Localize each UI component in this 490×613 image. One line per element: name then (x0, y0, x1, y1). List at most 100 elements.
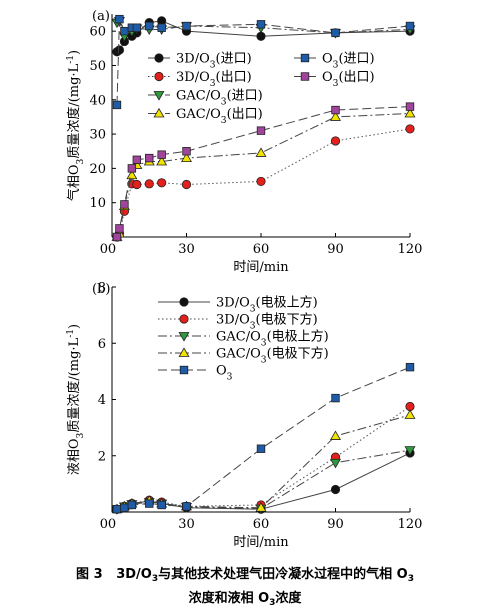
legend-item: GAC/O3(电极下方) (158, 346, 329, 366)
caption-subscript: 3 (151, 574, 159, 584)
chart-panel-b: 0 30 60 90 120 2 4 6 8 0 (b) 时间/min 液相O3质量浓度/(mg·L-1… (66, 281, 422, 551)
data-point (330, 136, 341, 146)
y-tick-label: 4 (98, 393, 106, 408)
legend-item: 3D/O3(电极下方) (158, 312, 318, 332)
figure-canvas: 0 30 60 90 1201020304050600(a)时间/min气相O3质量浓度… (66, 9, 422, 551)
legend-label: 3D/O3(进口) (176, 52, 252, 71)
origin-tick-label: 0 (100, 242, 108, 257)
legend-item: GAC/O3(进口) (148, 89, 263, 108)
legend-item: GAC/O3(出口) (148, 107, 263, 126)
legend-label: GAC/O3(进口) (176, 89, 263, 108)
y-axis-title: 液相O3质量浓度/(mg·L-1) (66, 324, 86, 475)
chart-panel-a: 0 30 60 90 120 10 20 30 40 50 60 0 (a) 时间/min 气相O3质量浓度… (66, 9, 422, 275)
legend-label: O3 (216, 364, 233, 383)
legend-marker (300, 53, 310, 63)
legend-item: O3(进口) (294, 52, 375, 71)
series-o-进口 (112, 14, 415, 110)
caption-subscript: 3 (269, 598, 276, 608)
legend-item: 3D/O3(电极上方) (158, 295, 318, 315)
series-o-出口 (112, 102, 415, 242)
x-tick-label: 60 (253, 517, 270, 532)
data-point (115, 14, 124, 24)
y-tick-label: 2 (98, 449, 106, 464)
data-point (145, 499, 154, 508)
x-tick-label: 120 (398, 517, 423, 532)
legend-label: 3D/O3(电极下方) (216, 312, 318, 332)
y-tick-label: 10 (89, 196, 106, 211)
legend-marker (154, 71, 164, 82)
legend-marker (179, 314, 189, 324)
data-point (144, 179, 154, 189)
x-axis-title: 时间/min (233, 260, 289, 275)
x-tick-label: 90 (327, 242, 344, 257)
legend-marker (179, 365, 189, 375)
legend-marker (154, 53, 164, 63)
data-point (115, 224, 124, 233)
y-tick-label: 60 (89, 25, 106, 40)
data-point (404, 446, 416, 456)
y-tick-label: 40 (89, 93, 106, 108)
x-axis-title: 时间/min (233, 535, 289, 550)
data-point (157, 23, 166, 32)
legend-marker (153, 91, 165, 101)
data-point (120, 26, 129, 36)
data-point (132, 179, 142, 190)
legend-item: GAC/O3(电极上方) (158, 329, 329, 349)
data-point (255, 502, 267, 512)
caption-text: 与其他技术处理气田冷凝水过程中的气相 O (158, 567, 408, 582)
y-axis-title: 气相O3质量浓度/(mg·L-1) (66, 50, 86, 201)
data-point (405, 102, 415, 111)
legend-item: O3 (158, 364, 233, 383)
data-point (181, 179, 192, 190)
caption-figure-number: 图 3 (76, 567, 103, 582)
x-tick-label: 0 (108, 517, 116, 532)
legend-item: 3D/O3(进口) (148, 52, 252, 71)
series-gac-o-电极下方 (111, 409, 416, 514)
legend-marker (178, 332, 190, 342)
figure-caption: 图 3 3D/O3与其他技术处理气田冷凝水过程中的气相 O3 浓度和液相 O3浓… (0, 565, 490, 613)
data-point (157, 500, 166, 510)
data-point (256, 126, 266, 135)
data-point (126, 169, 138, 180)
y-tick-label: 30 (89, 128, 106, 143)
data-point (127, 164, 137, 173)
caption-line-1: 图 3 3D/O3与其他技术处理气田冷凝水过程中的气相 O3 (0, 565, 490, 589)
series-line (116, 106, 411, 238)
data-point (255, 147, 267, 157)
data-point (157, 150, 166, 159)
data-point (330, 430, 341, 440)
y-tick-label: 8 (98, 281, 106, 296)
data-point (182, 502, 191, 511)
legend: 3D/O3(电极上方)3D/O3(电极下方)GAC/O3(电极上方)GAC/O3… (158, 295, 329, 383)
series-line (116, 366, 411, 510)
data-point (182, 21, 191, 31)
data-point (120, 503, 129, 512)
caption-text: 浓度 (275, 591, 302, 606)
series-3d-o-出口 (112, 124, 415, 242)
data-point (404, 107, 416, 118)
data-point (181, 152, 192, 162)
legend-label: O3(进口) (322, 52, 375, 71)
series-line (116, 406, 411, 510)
data-point (331, 28, 340, 38)
caption-subscript: 3 (407, 574, 414, 584)
series-3d-o-电极下方 (112, 401, 415, 514)
data-point (145, 153, 154, 163)
legend-label: 3D/O3(电极上方) (216, 295, 318, 315)
x-tick-label: 0 (108, 242, 116, 257)
legend-label: GAC/O3(出口) (176, 107, 263, 126)
x-tick-label: 30 (178, 517, 195, 532)
data-point (256, 176, 266, 187)
data-point (120, 200, 129, 209)
series-line (116, 414, 411, 510)
data-point (331, 105, 340, 115)
y-tick-label: 6 (98, 337, 106, 352)
data-point (182, 147, 191, 156)
data-point (330, 458, 341, 469)
legend-label: O3(出口) (322, 70, 375, 89)
data-point (405, 21, 415, 31)
data-point (114, 45, 125, 55)
data-point (145, 21, 154, 31)
data-point (156, 155, 168, 166)
legend-label: GAC/O3(电极下方) (216, 346, 329, 366)
